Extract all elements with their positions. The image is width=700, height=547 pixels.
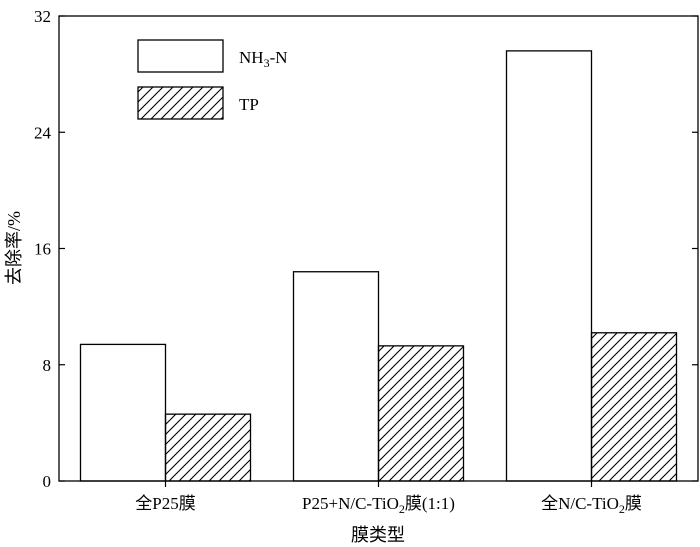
y-tick-label: 24 [34, 123, 52, 142]
y-tick-label: 8 [43, 356, 52, 375]
y-axis-title: 去除率/% [4, 211, 24, 285]
y-axis-ticks: 0 8 16 24 32 [34, 7, 698, 491]
y-tick-label: 16 [34, 240, 51, 259]
x-tick-label: 全P25膜 [135, 494, 195, 513]
x-axis-title: 膜类型 [351, 525, 405, 545]
legend-swatch [137, 86, 224, 120]
bar-tp-2 [377, 345, 465, 482]
legend: NH3-N TP [137, 39, 288, 120]
bar-tp-1 [164, 413, 252, 482]
legend-label: TP [239, 95, 259, 114]
bar-nh3n-3 [505, 50, 593, 482]
x-tick-label: 全N/C-TiO2膜 [541, 494, 642, 516]
legend-swatch [137, 39, 224, 73]
x-tick-label: P25+N/C-TiO2膜(1:1) [302, 494, 455, 516]
y-tick-label: 32 [34, 7, 51, 26]
legend-label: NH3-N [239, 48, 288, 70]
bar-tp-3 [590, 332, 678, 482]
bar-nh3n-1 [79, 343, 167, 482]
bar-nh3n-2 [292, 271, 380, 482]
bars-layer [79, 50, 678, 482]
x-axis-ticks: 全P25膜 P25+N/C-TiO2膜(1:1) 全N/C-TiO2膜 [135, 481, 642, 516]
y-tick-label: 0 [43, 472, 52, 491]
